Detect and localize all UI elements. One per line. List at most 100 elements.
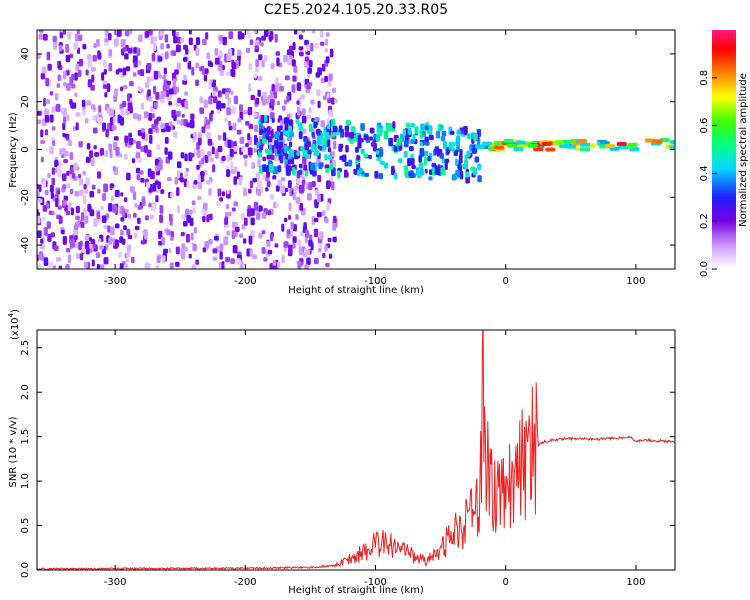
spectrogram-cell (214, 57, 220, 65)
spectrogram-y-ticks: -40 -20 0 20 40 (20, 48, 675, 253)
spectrogram-cell (463, 125, 468, 135)
spectrogram-cell (218, 262, 222, 269)
spectrogram-cell (291, 59, 296, 67)
spectrogram-cell (67, 254, 72, 264)
spectrogram-cell (288, 214, 292, 220)
spectrogram-cell (212, 90, 217, 97)
spectrogram-cell (112, 166, 116, 172)
spectrogram-cell (317, 174, 322, 183)
spectrogram-cell (154, 119, 159, 125)
spectrogram-cell (62, 30, 67, 35)
spectrogram-cell (263, 127, 267, 133)
spectrogram-cell (286, 49, 291, 56)
spectrogram-cell (153, 102, 158, 108)
spectrogram-cell (228, 31, 234, 40)
spectrogram-cell (50, 184, 54, 193)
spectrogram-cell (257, 191, 262, 197)
spectrogram-cell (331, 150, 336, 157)
spectrogram-cell (263, 54, 268, 62)
spectrogram-cell (97, 52, 102, 60)
spectrogram-cell (148, 202, 152, 208)
spectrogram-cell (276, 145, 281, 155)
spectrogram-cell (281, 105, 286, 111)
spectrogram-cell (284, 217, 288, 223)
spectrogram-cell (579, 147, 590, 152)
spectrogram-cell (197, 174, 202, 181)
spectrogram-cell (616, 142, 627, 147)
spectrogram-cell (231, 207, 236, 212)
spectrogram-cell (324, 48, 329, 53)
spectrogram-cell (261, 59, 265, 68)
spectrogram-cell (78, 141, 83, 148)
spectrogram-cell (307, 82, 313, 87)
spectrogram-cell (268, 107, 272, 113)
spectrogram-cell (158, 240, 162, 246)
spectrogram-cell (419, 168, 424, 176)
spectrogram-cell (477, 163, 482, 170)
spectrogram-cell (195, 79, 199, 87)
spectrogram-cell (281, 223, 285, 232)
spectrogram-cell (195, 62, 200, 69)
spectrogram-cell (109, 108, 115, 117)
figure-title: C2E5.2024.105.20.33.R05 (264, 2, 448, 18)
spectrogram-cell (212, 164, 216, 173)
spectrogram-cell (172, 78, 177, 87)
spectrogram-cell (280, 177, 286, 182)
spectrogram-cell (204, 68, 209, 74)
spectrogram-cell (73, 224, 78, 232)
spectrogram-cell (219, 60, 223, 68)
spectrogram-cell (208, 188, 212, 196)
spectrogram-cell (311, 143, 316, 149)
spectrogram-cell (393, 172, 398, 180)
spectrogram-cell (295, 196, 301, 205)
spectrogram-cell (289, 141, 293, 148)
spectrogram-cell (46, 51, 51, 61)
spectrogram-cell (137, 60, 142, 66)
spectrogram-cell (403, 165, 409, 171)
spectrogram-cell (190, 232, 194, 241)
spectrogram-cell (256, 180, 262, 190)
spectrogram-cell (427, 156, 431, 162)
spectrogram-cell (257, 158, 261, 168)
spectrogram-cell (239, 111, 244, 120)
spectrogram-cell (235, 258, 241, 266)
spectrogram-cell (403, 140, 409, 148)
spectrogram-cell (168, 248, 172, 253)
y-tick-label: 20 (20, 95, 31, 108)
spectrogram-cell (344, 131, 350, 138)
spectrogram-cell (331, 118, 336, 128)
spectrogram-cell (325, 262, 330, 268)
spectrogram-cell (332, 215, 337, 223)
spectrogram-cell (38, 184, 42, 192)
spectrogram-cell (345, 144, 349, 153)
spectrogram-cell (123, 225, 127, 231)
spectrogram-cell (50, 192, 54, 199)
spectrogram-cell (108, 202, 113, 212)
spectrogram-cell (273, 133, 279, 138)
spectrogram-cell (175, 31, 180, 37)
spectrogram-cell (410, 123, 415, 128)
spectrogram-cell (180, 231, 185, 237)
spectrogram-cell (69, 188, 74, 195)
spectrogram-cell (276, 101, 281, 106)
spectrogram-cell (92, 127, 98, 134)
spectrogram-cell (48, 210, 53, 216)
spectrogram-cell (75, 112, 81, 117)
spectrogram-cell (162, 75, 167, 80)
spectrogram-cell (120, 217, 125, 222)
spectrogram-cell (199, 96, 204, 104)
spectrogram-cell (515, 140, 526, 145)
spectrogram-cell (197, 181, 203, 190)
spectrogram-cell (103, 69, 107, 75)
spectrogram-xlabel: Height of straight line (km) (288, 285, 424, 296)
y-tick-label: -20 (20, 189, 31, 205)
spectrogram-cell (67, 202, 72, 210)
spectrogram-cell (255, 59, 260, 68)
spectrogram-ylabel: Frequency (Hz) (8, 112, 19, 188)
spectrogram-cell (232, 221, 236, 229)
spectrogram-cell (213, 96, 218, 104)
spectrogram-cell (128, 81, 134, 87)
spectrogram-cell (297, 122, 303, 128)
spectrogram-cell (65, 210, 71, 216)
spectrogram-cell (182, 79, 188, 85)
